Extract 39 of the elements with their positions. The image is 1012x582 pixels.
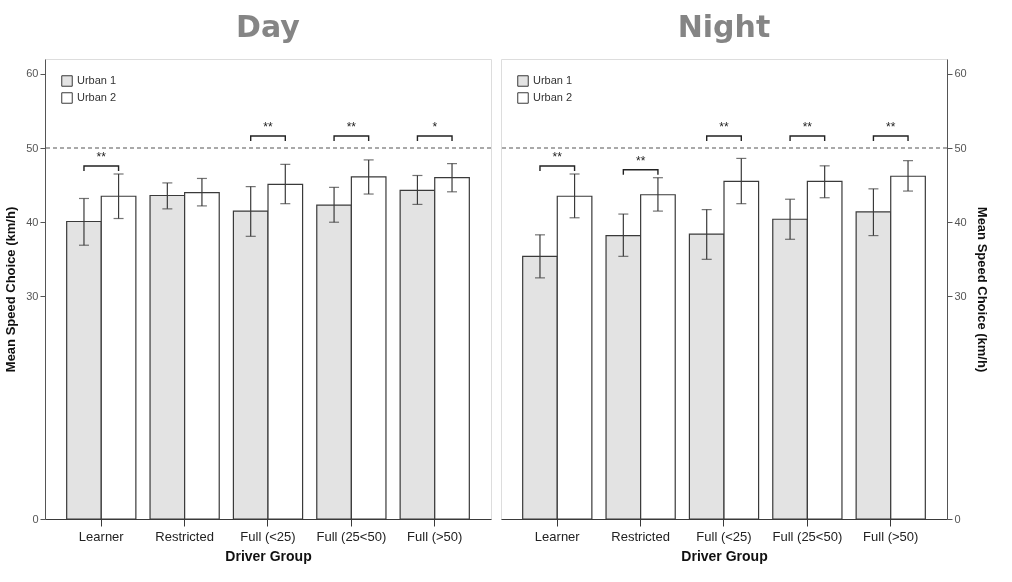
chart-title: Day	[236, 9, 301, 44]
y-tick-label: 0	[32, 512, 39, 525]
annotation: **	[719, 120, 729, 135]
annotation: **	[346, 120, 357, 135]
chart-title: Night	[677, 9, 771, 44]
y-tick-label: 40	[26, 215, 39, 228]
x-tick-label: Full (<25)	[240, 528, 296, 544]
annotation: **	[96, 150, 107, 164]
legend-label: Urban 1	[77, 74, 117, 86]
legend-label: Urban 2	[533, 91, 573, 103]
x-tick-label: Full (>50)	[863, 528, 919, 544]
y-tick-label: 40	[954, 215, 967, 228]
x-axis-title: Driver Group	[681, 547, 768, 564]
x-tick-label: Restricted	[611, 528, 670, 544]
y-tick-label: 60	[954, 67, 967, 80]
y-axis-title: Mean Speed Choice (km/h)	[974, 206, 990, 373]
x-tick-label: Learner	[534, 528, 581, 544]
y-axis-title: Mean Speed Choice (km/h)	[3, 206, 19, 373]
y-tick-label: 0	[954, 512, 961, 525]
x-tick-label: Full (25<50)	[772, 528, 843, 544]
annotation: **	[635, 153, 646, 168]
y-tick-label: 60	[26, 67, 39, 80]
annotation: **	[886, 120, 896, 135]
y-tick-label: 30	[26, 289, 39, 302]
x-tick-label: Full (25<50)	[316, 528, 387, 544]
annotation: **	[263, 120, 273, 135]
annotation: *	[432, 120, 438, 135]
x-tick-label: Learner	[78, 528, 125, 544]
annotation: **	[552, 150, 563, 164]
x-axis-title: Driver Group	[225, 547, 312, 564]
y-tick-label: 30	[954, 289, 967, 302]
legend-label: Urban 2	[77, 91, 117, 103]
legend-label: Urban 1	[533, 74, 573, 86]
annotation: **	[802, 120, 813, 135]
x-tick-label: Full (>50)	[407, 528, 463, 544]
x-tick-label: Full (<25)	[696, 528, 752, 544]
y-tick-label: 50	[26, 141, 39, 154]
y-tick-label: 50	[954, 141, 967, 154]
x-tick-label: Restricted	[155, 528, 214, 544]
